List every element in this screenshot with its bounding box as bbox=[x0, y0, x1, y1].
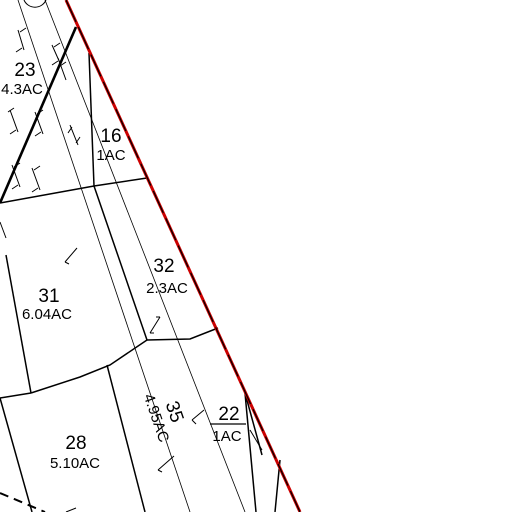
parcel-28-number: 28 bbox=[65, 433, 86, 454]
easement-hatch-markers bbox=[0, 27, 263, 512]
parcel-22-number: 22 bbox=[218, 404, 239, 425]
dashed-line bbox=[0, 492, 46, 512]
parcel-23-area: 4.3AC bbox=[1, 81, 43, 98]
survey-marker-icon bbox=[23, 0, 47, 8]
parcel-28-area: 5.10AC bbox=[50, 455, 100, 472]
parcel-31-area: 6.04AC bbox=[22, 306, 72, 323]
parcel-16-number: 16 bbox=[100, 126, 121, 147]
parcel-35-label: 35 4.95AC bbox=[140, 392, 188, 445]
parcel-22-area: 1AC bbox=[212, 428, 241, 445]
parcel-32-number: 32 bbox=[153, 256, 174, 277]
parcel-32-area: 2.3AC bbox=[146, 280, 188, 297]
parcel-23-number: 23 bbox=[14, 60, 35, 81]
easement-lines bbox=[17, 0, 246, 512]
parcel-31-number: 31 bbox=[38, 286, 59, 307]
property-boundary bbox=[64, 0, 302, 512]
parcel-16-area: 1AC bbox=[96, 147, 125, 164]
road-line bbox=[0, 26, 78, 204]
